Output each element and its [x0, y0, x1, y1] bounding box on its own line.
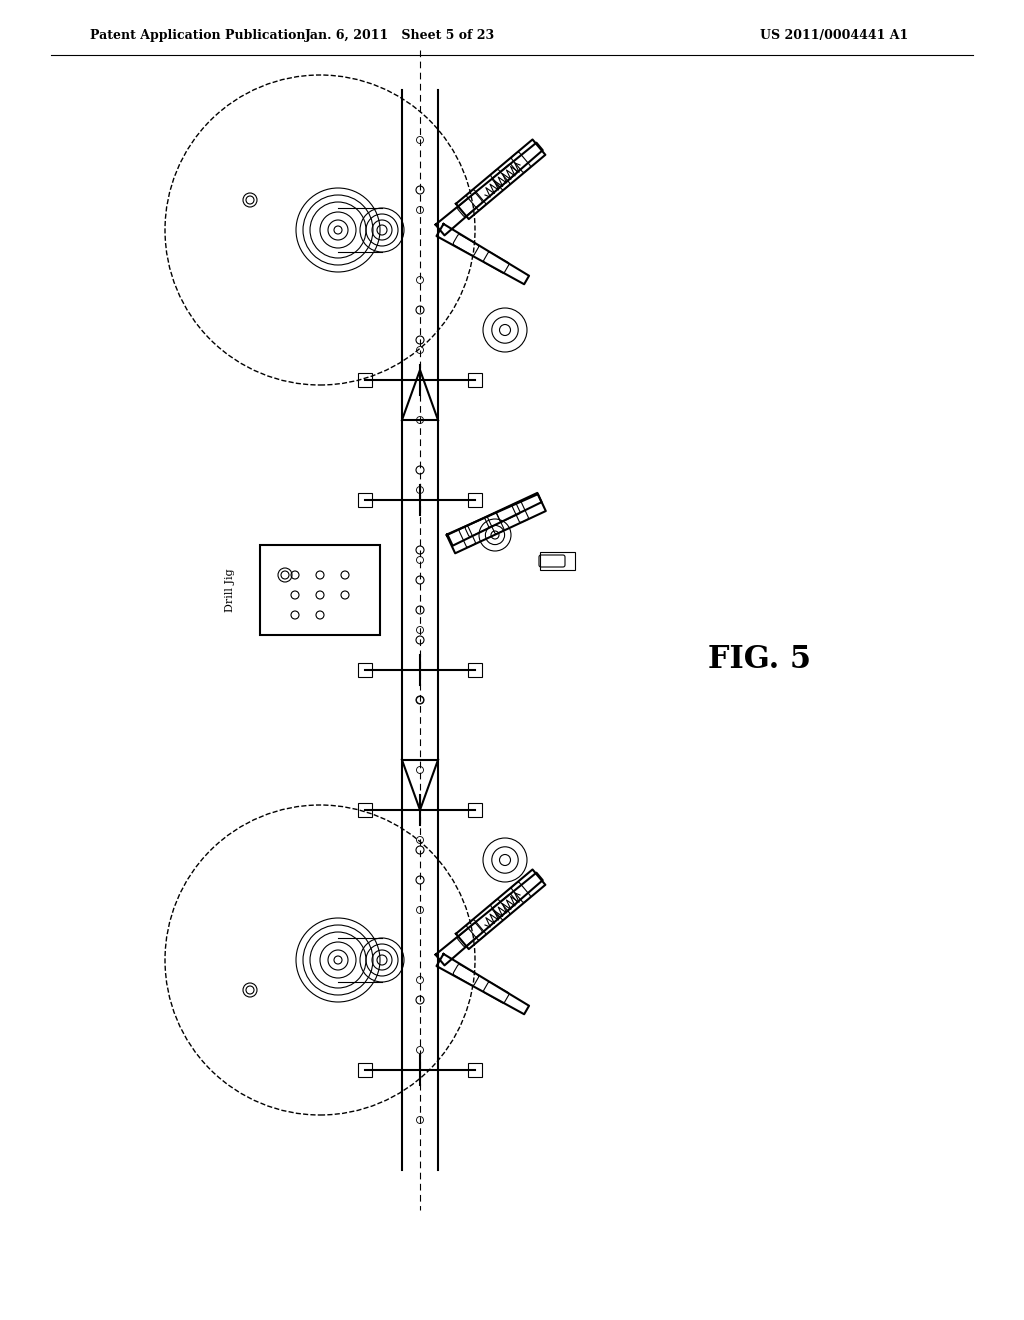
Bar [468, 1063, 482, 1077]
Text: Patent Application Publication: Patent Application Publication [90, 29, 305, 41]
Bar [358, 663, 372, 677]
Bar [468, 374, 482, 387]
Text: FIG. 5: FIG. 5 [709, 644, 811, 676]
Bar [358, 803, 372, 817]
Bar [260, 545, 380, 635]
Text: Jan. 6, 2011   Sheet 5 of 23: Jan. 6, 2011 Sheet 5 of 23 [305, 29, 495, 41]
Bar [540, 552, 575, 570]
Bar [468, 803, 482, 817]
Bar [468, 663, 482, 677]
Bar [468, 492, 482, 507]
Bar [358, 492, 372, 507]
Bar [358, 1063, 372, 1077]
Text: US 2011/0004441 A1: US 2011/0004441 A1 [760, 29, 908, 41]
Text: Drill Jig: Drill Jig [225, 568, 234, 611]
Bar [358, 374, 372, 387]
